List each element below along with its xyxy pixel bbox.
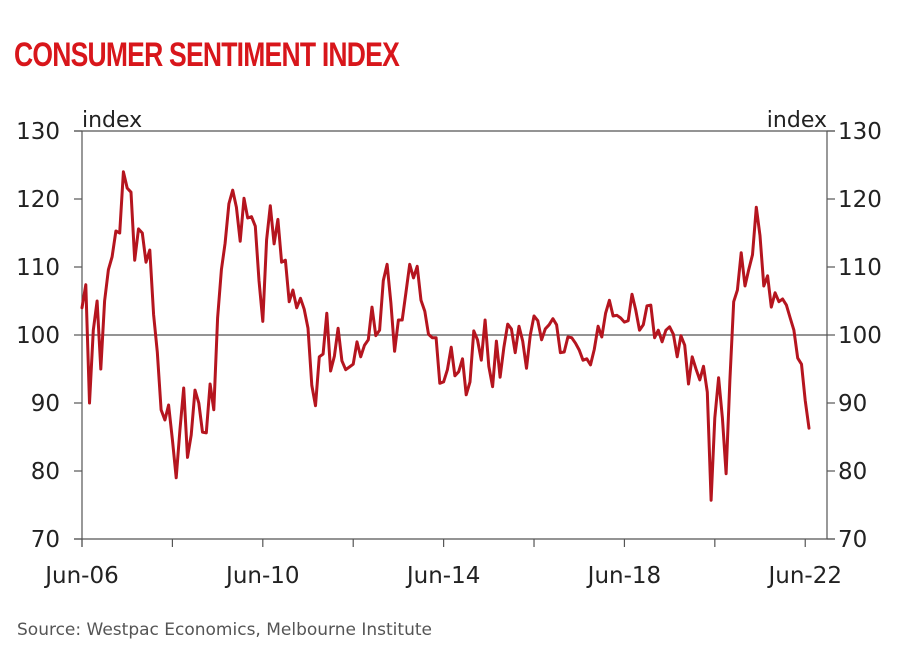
y-tick-label-right: 110: [838, 255, 882, 281]
y-tick-label-right: 130: [838, 119, 882, 145]
y-tick-labels-right: 70 80 90 100 110 120 130: [838, 119, 882, 553]
y-tick-label-left: 100: [16, 323, 60, 349]
y-tick-label-left: 130: [16, 119, 60, 145]
y-tick-label-right: 100: [838, 323, 882, 349]
y-tick-label-left: 90: [31, 391, 60, 417]
series-line-consumer-sentiment: [80, 170, 811, 502]
y-tick-labels-left: 70 80 90 100 110 120 130: [16, 119, 60, 553]
y-tick-label-left: 80: [31, 459, 60, 485]
x-tick-label: Jun-14: [405, 563, 481, 589]
y-tick-label-right: 70: [838, 527, 867, 553]
y-axis-unit-right: index: [767, 108, 827, 133]
y-tick-label-left: 110: [16, 255, 60, 281]
y-tick-label-left: 120: [16, 187, 60, 213]
y-tick-label-right: 80: [838, 459, 867, 485]
x-tick-label: Jun-10: [224, 563, 300, 589]
chart-title: CONSUMER SENTIMENT INDEX: [14, 36, 400, 74]
x-tick-label: Jun-22: [766, 563, 842, 589]
x-tick-label: Jun-06: [43, 563, 119, 589]
x-tick-labels: Jun-06 Jun-10 Jun-14 Jun-18 Jun-22: [43, 563, 842, 589]
y-tick-label-right: 90: [838, 391, 867, 417]
y-tick-label-right: 120: [838, 187, 882, 213]
y-tick-label-left: 70: [31, 527, 60, 553]
axes: [74, 130, 835, 547]
x-tick-label: Jun-18: [586, 563, 662, 589]
y-axis-unit-left: index: [82, 108, 142, 133]
source-note: Source: Westpac Economics, Melbourne Ins…: [17, 620, 432, 640]
